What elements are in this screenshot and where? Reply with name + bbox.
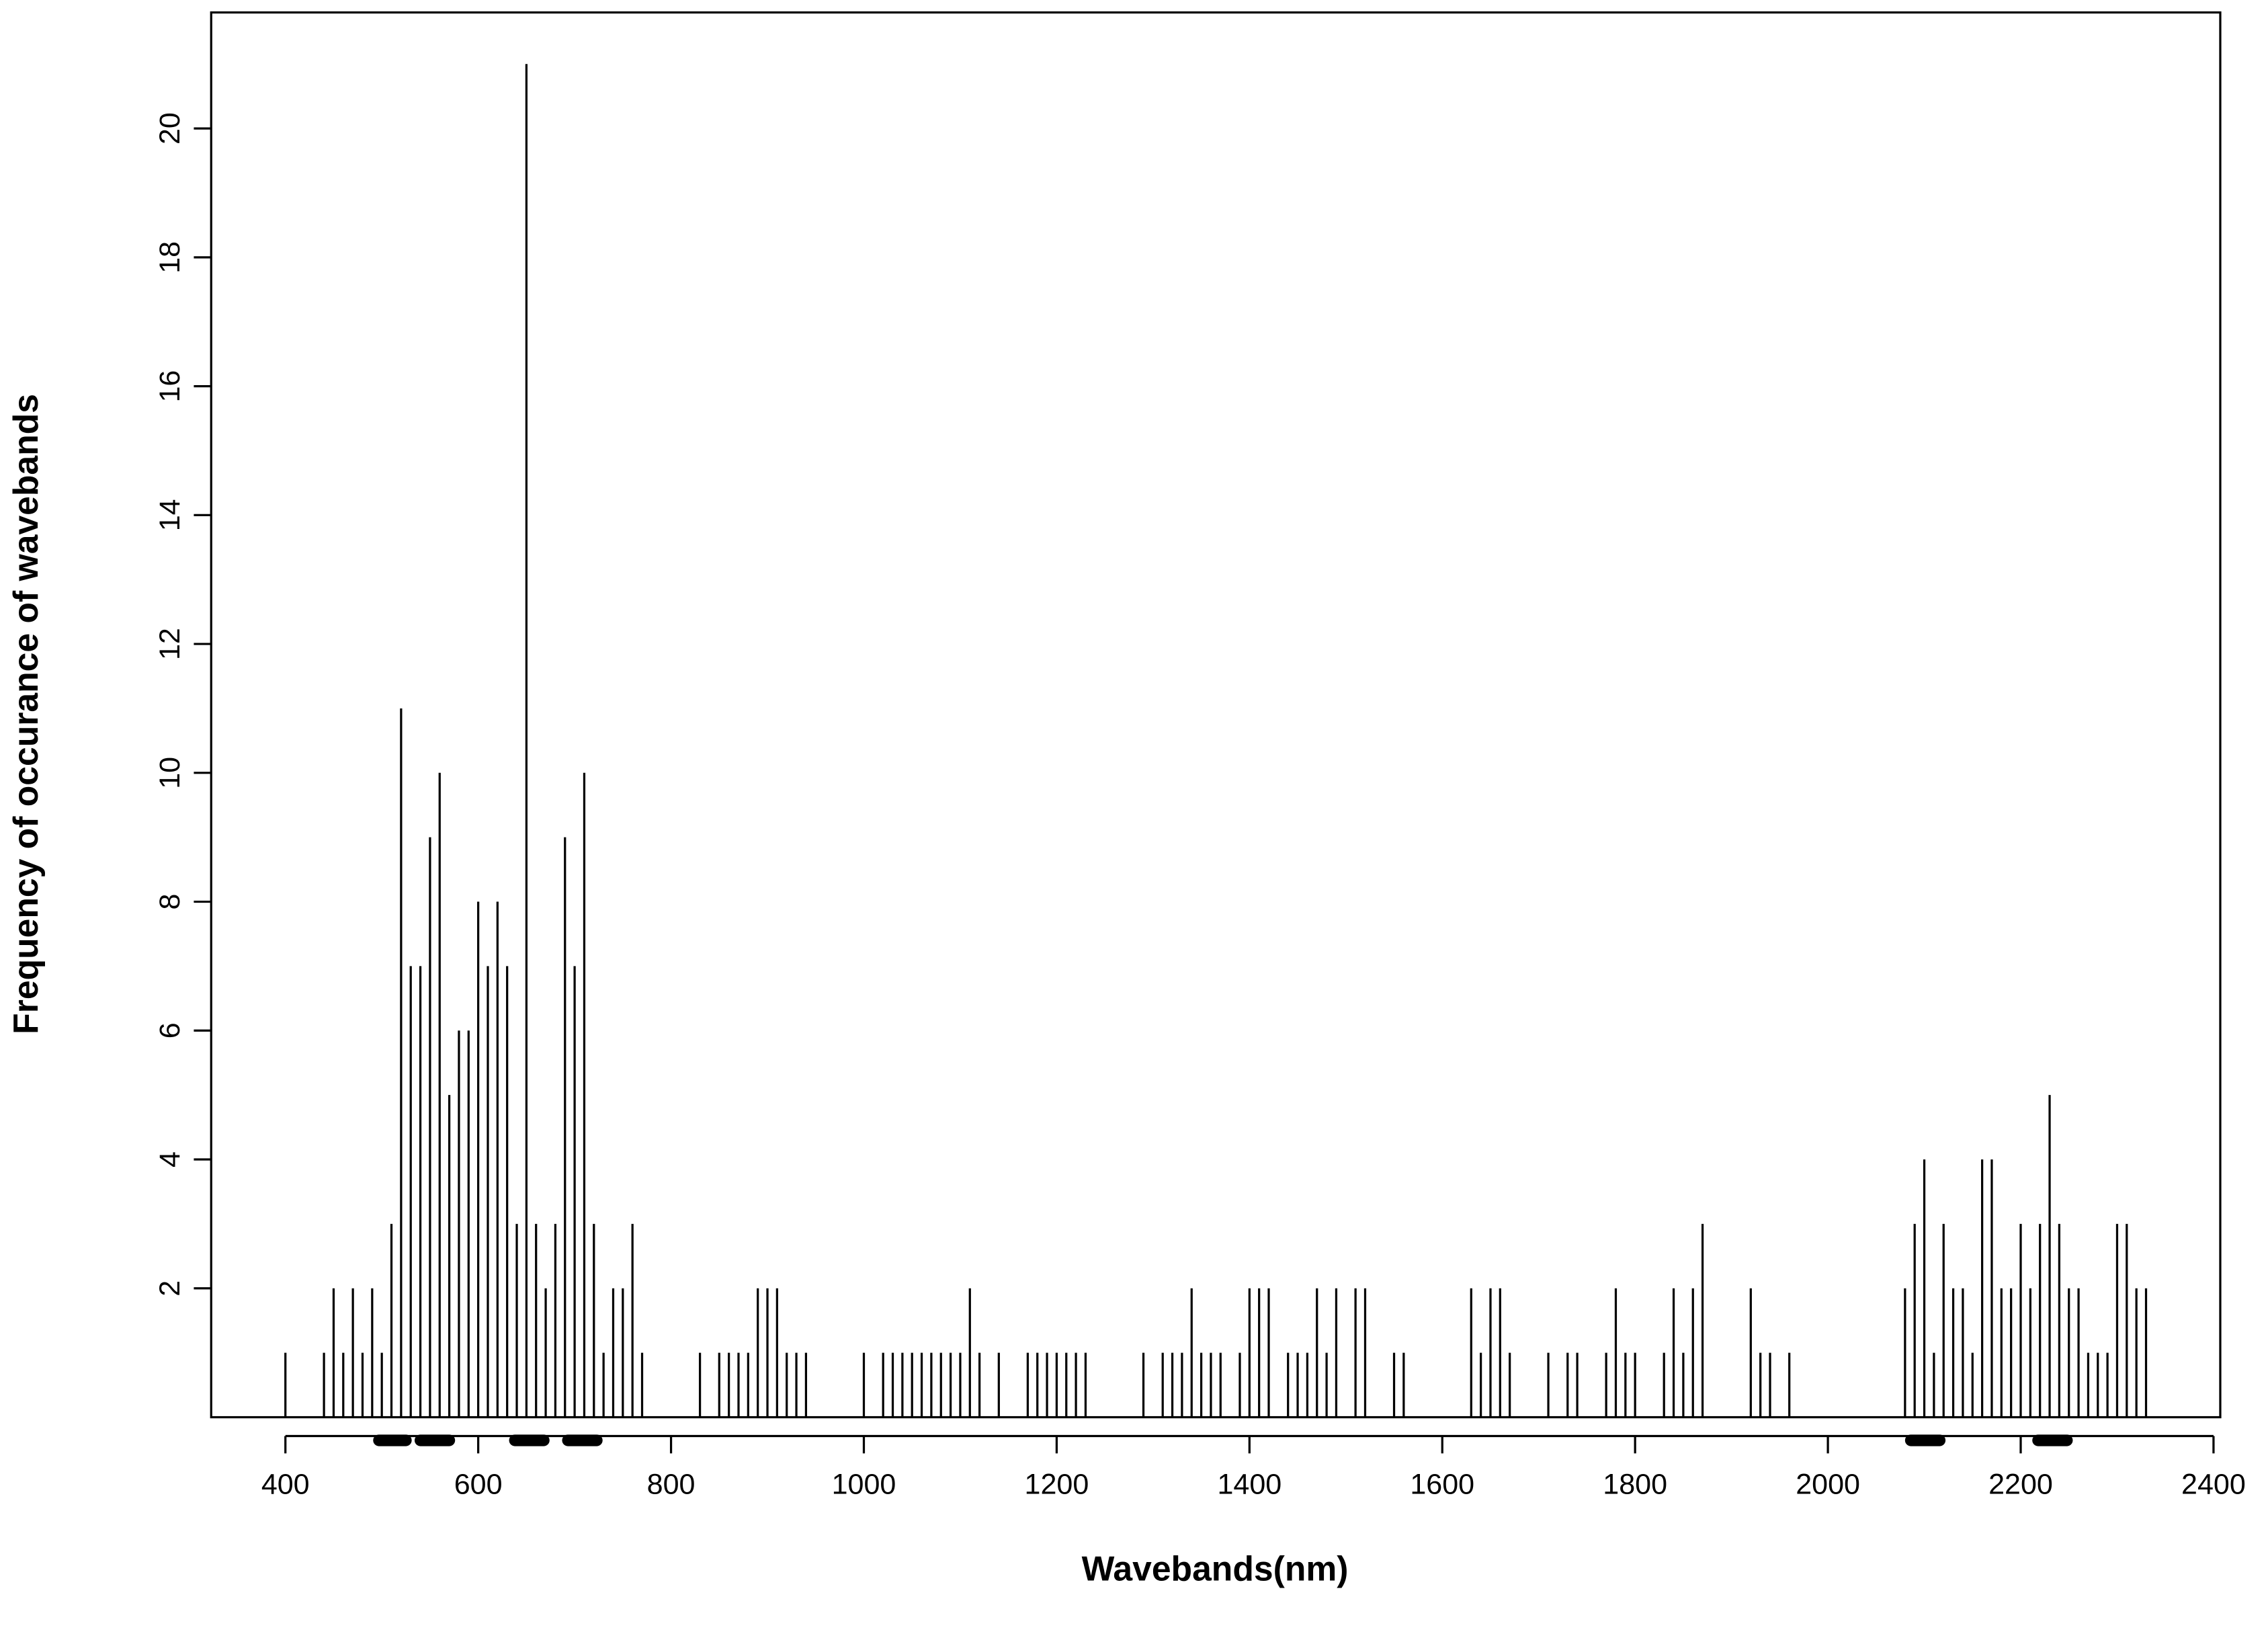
x-tick-label: 1000 (832, 1469, 896, 1501)
y-tick-label: 6 (154, 1022, 186, 1038)
x-tick-label: 600 (454, 1469, 503, 1501)
x-tick-label: 1800 (1603, 1469, 1667, 1501)
x-tick-label: 2200 (1988, 1469, 2053, 1501)
y-tick-label: 12 (154, 628, 186, 660)
x-axis-title: Wavebands(nm) (1082, 1549, 1349, 1588)
x-tick-label: 2400 (2181, 1469, 2246, 1501)
y-tick-label: 16 (154, 370, 186, 403)
y-tick-label: 20 (154, 112, 186, 145)
y-tick-label: 8 (154, 894, 186, 910)
x-tick-label: 400 (261, 1469, 310, 1501)
y-axis-title: Frequency of occurance of wavebands (6, 394, 45, 1034)
x-tick-label: 1400 (1217, 1469, 1282, 1501)
y-tick-label: 2 (154, 1280, 186, 1297)
plot-frame (210, 11, 2222, 1419)
y-tick-label: 18 (154, 241, 186, 274)
y-tick-label: 14 (154, 499, 186, 531)
y-tick-label: 4 (154, 1151, 186, 1168)
x-tick-label: 2000 (1796, 1469, 1860, 1501)
x-tick-label: 1200 (1025, 1469, 1089, 1501)
x-tick-label: 1600 (1410, 1469, 1474, 1501)
y-tick-label: 10 (154, 757, 186, 789)
x-tick-label: 800 (647, 1469, 696, 1501)
